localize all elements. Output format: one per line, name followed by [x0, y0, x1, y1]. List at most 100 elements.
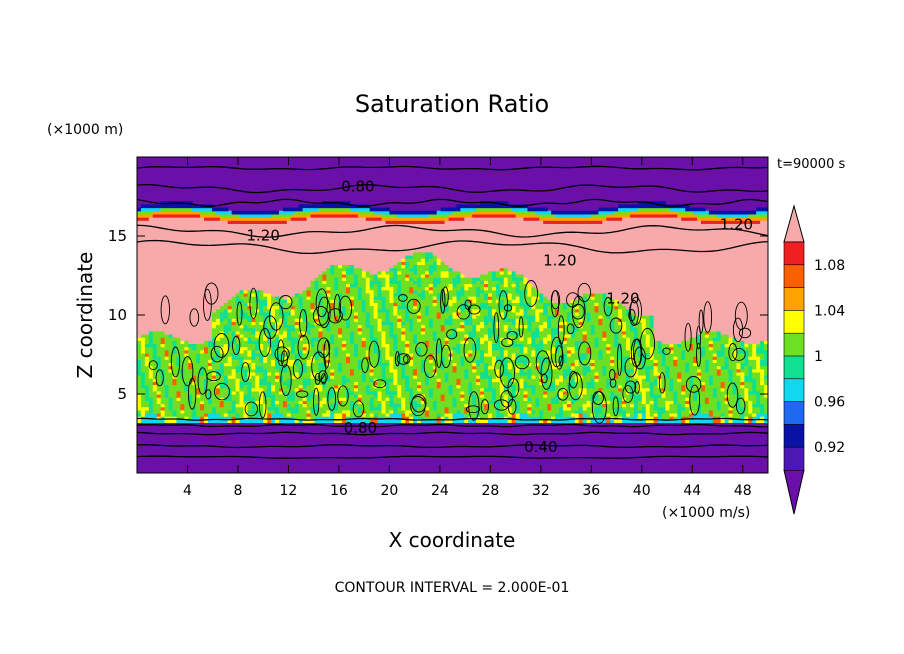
field-cell	[558, 406, 564, 411]
field-cell	[251, 292, 256, 297]
field-cell	[476, 406, 481, 411]
field-cell	[251, 321, 256, 326]
field-cell	[566, 318, 572, 322]
field-cell	[716, 330, 722, 335]
field-cell	[271, 346, 276, 351]
field-cell	[168, 333, 174, 338]
field-cell	[239, 362, 245, 367]
field-cell	[649, 409, 659, 414]
field-cell	[511, 371, 521, 376]
field-cell	[239, 394, 245, 398]
field-cell	[594, 362, 611, 367]
field-cell	[610, 419, 615, 424]
field-cell	[200, 359, 209, 363]
field-cell	[633, 409, 647, 414]
field-cell	[322, 346, 327, 351]
field-cell	[144, 352, 150, 357]
field-cell	[239, 330, 252, 335]
field-cell	[507, 352, 513, 357]
field-cell	[622, 333, 627, 338]
field-cell	[547, 394, 556, 398]
field-cell	[148, 340, 154, 345]
field-cell	[689, 365, 706, 370]
field-cell	[523, 280, 529, 284]
field-cell	[629, 384, 635, 389]
field-cell	[535, 327, 540, 332]
time-label: t=90000 s	[777, 157, 845, 172]
field-cell	[515, 308, 521, 313]
field-cell	[484, 349, 489, 354]
field-cell	[369, 292, 375, 297]
field-cell	[385, 368, 390, 373]
field-cell	[338, 365, 343, 370]
field-cell	[326, 292, 331, 297]
field-cell	[732, 387, 738, 392]
field-cell	[491, 416, 497, 420]
field-cell	[598, 352, 603, 357]
field-cell	[314, 352, 323, 357]
field-cell	[578, 416, 584, 420]
field-cell	[432, 261, 438, 266]
field-cell	[610, 390, 615, 395]
field-cell	[164, 419, 178, 424]
field-cell	[160, 359, 178, 363]
field-cell	[148, 406, 154, 411]
field-cell	[164, 375, 174, 379]
field-cell	[622, 365, 627, 370]
field-cell	[176, 375, 181, 379]
field-cell	[330, 286, 335, 291]
field-cell	[302, 315, 308, 319]
field-cell	[227, 346, 237, 351]
field-cell	[562, 387, 568, 392]
field-cell	[614, 210, 631, 215]
field-cell	[338, 346, 343, 351]
field-cell	[235, 346, 241, 351]
field-cell	[377, 286, 383, 291]
contour-cell	[311, 351, 327, 381]
field-cell	[397, 340, 406, 345]
field-cell	[401, 280, 414, 284]
field-cell	[413, 251, 426, 256]
field-cell	[484, 365, 489, 370]
field-cell	[484, 296, 489, 300]
field-cell	[405, 308, 410, 313]
field-cell	[188, 343, 197, 348]
field-cell	[448, 289, 458, 294]
field-cell	[444, 324, 461, 329]
field-cell	[409, 352, 414, 357]
field-cell	[306, 289, 312, 294]
contour-cell	[493, 312, 500, 344]
field-cell	[527, 321, 532, 326]
field-cell	[704, 397, 710, 401]
field-cell	[637, 387, 651, 392]
field-cell	[207, 362, 213, 367]
field-cell	[314, 394, 327, 398]
field-cell	[574, 362, 580, 367]
field-cell	[764, 381, 768, 386]
field-cell	[551, 324, 560, 329]
field-cell	[716, 352, 726, 357]
field-cell	[452, 365, 458, 370]
field-cell	[752, 375, 761, 379]
field-cell	[697, 217, 768, 221]
field-cell	[385, 381, 390, 386]
field-cell	[669, 378, 674, 382]
field-cell	[219, 387, 229, 392]
field-cell	[535, 318, 540, 322]
field-cell	[543, 343, 556, 348]
field-cell	[495, 324, 501, 329]
contour-cell	[440, 288, 446, 314]
field-cell	[610, 400, 619, 405]
contour-cell	[249, 287, 258, 320]
field-cell	[223, 378, 229, 382]
field-cell	[507, 330, 521, 335]
field-cell	[342, 378, 351, 382]
field-cell	[263, 359, 268, 363]
field-cell	[476, 412, 481, 417]
field-cell	[487, 419, 509, 424]
field-cell	[424, 254, 434, 259]
field-cell	[385, 302, 394, 307]
field-cell	[484, 394, 493, 398]
field-cell	[574, 394, 580, 398]
field-cell	[349, 371, 355, 376]
